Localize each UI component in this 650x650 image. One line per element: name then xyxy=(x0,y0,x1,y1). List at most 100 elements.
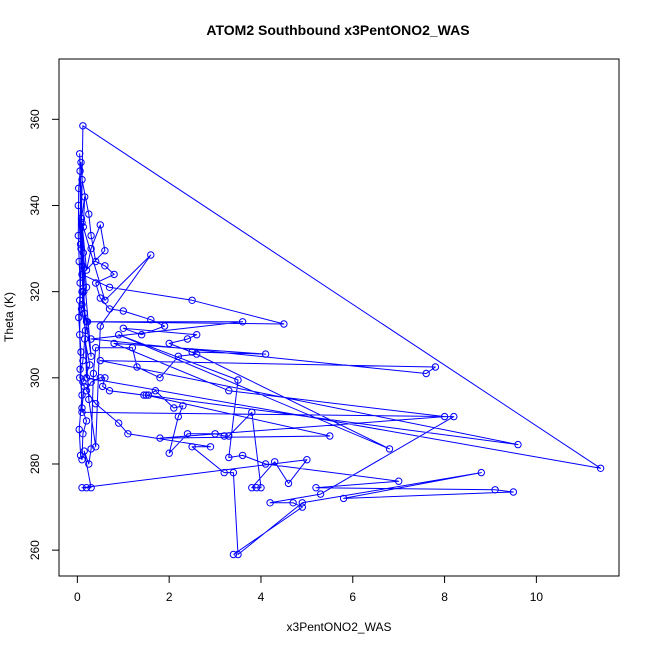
data-point xyxy=(110,339,118,348)
y-tick-label: 300 xyxy=(28,367,42,387)
data-point xyxy=(92,344,100,352)
data-point xyxy=(78,404,86,412)
data-point xyxy=(77,244,85,253)
data-point xyxy=(87,244,95,253)
data-point xyxy=(165,339,173,348)
y-axis: 260 280 300 320 340 360 xyxy=(28,109,59,560)
data-point xyxy=(183,335,192,343)
data-point xyxy=(229,468,238,477)
data-point xyxy=(514,440,522,449)
data-point xyxy=(78,262,87,270)
data-point xyxy=(220,468,228,477)
data-point xyxy=(79,430,87,438)
data-point xyxy=(87,484,95,492)
data-point xyxy=(151,387,160,395)
data-point xyxy=(85,395,93,404)
data-point xyxy=(79,249,88,257)
data-point xyxy=(78,391,86,399)
data-point xyxy=(303,456,311,464)
data-point xyxy=(289,499,297,507)
data-point xyxy=(76,279,84,287)
data-point xyxy=(165,449,173,457)
data-point xyxy=(234,550,242,559)
data-point xyxy=(188,348,196,356)
data-point xyxy=(79,223,88,231)
y-tick-label: 360 xyxy=(28,109,42,129)
data-point xyxy=(119,307,128,315)
data-point xyxy=(101,296,109,304)
data-point xyxy=(105,283,114,291)
y-tick-label: 280 xyxy=(28,454,42,474)
data-point xyxy=(248,484,256,492)
data-point xyxy=(101,262,109,270)
y-axis-label: Theta (K) xyxy=(2,292,16,342)
data-point xyxy=(160,322,169,330)
data-point xyxy=(422,369,430,378)
data-point xyxy=(76,167,84,175)
data-point xyxy=(234,376,242,384)
data-point xyxy=(96,221,105,229)
data-point xyxy=(395,477,403,485)
data-point xyxy=(79,122,87,130)
data-point xyxy=(79,378,87,386)
data-point xyxy=(96,374,105,382)
data-point xyxy=(78,484,86,492)
data-point xyxy=(133,363,141,371)
data-point xyxy=(174,412,183,421)
data-point xyxy=(76,240,85,249)
data-point xyxy=(75,313,83,322)
y-tick-label: 320 xyxy=(28,281,42,301)
data-point xyxy=(193,331,201,339)
data-point xyxy=(89,369,98,378)
data-point xyxy=(75,425,83,434)
data-point xyxy=(87,352,95,360)
data-point xyxy=(298,499,306,507)
data-point xyxy=(137,331,146,339)
data-point xyxy=(86,361,94,369)
data-point xyxy=(174,352,183,360)
data-point xyxy=(142,391,150,399)
data-point xyxy=(81,326,90,335)
data-point xyxy=(147,316,155,324)
x-tick-label: 4 xyxy=(258,590,265,604)
data-point xyxy=(82,417,91,425)
data-point xyxy=(87,231,95,240)
data-point xyxy=(87,378,95,386)
data-point xyxy=(79,356,87,365)
data-point xyxy=(78,219,86,227)
data-point xyxy=(75,184,83,193)
data-point xyxy=(83,318,92,326)
data-point xyxy=(284,479,293,488)
data-point xyxy=(248,408,256,416)
data-point xyxy=(81,193,89,201)
data-point xyxy=(82,484,91,492)
data-point xyxy=(105,305,114,313)
data-point xyxy=(78,270,86,279)
data-point xyxy=(87,445,95,453)
data-point xyxy=(76,296,84,304)
data-point xyxy=(115,331,123,339)
data-point xyxy=(477,468,485,477)
data-point xyxy=(225,453,233,462)
data-point xyxy=(326,432,334,440)
x-axis: 0 2 4 6 8 10 xyxy=(74,576,543,604)
data-point xyxy=(266,499,274,507)
data-point xyxy=(252,484,261,492)
data-point xyxy=(491,486,499,494)
data-point xyxy=(128,344,137,352)
data-point xyxy=(339,494,348,503)
data-point xyxy=(77,348,85,356)
data-point xyxy=(96,356,105,365)
data-point xyxy=(440,412,449,421)
data-point xyxy=(257,484,265,492)
data-point xyxy=(76,365,84,373)
data-point xyxy=(85,210,93,218)
data-point xyxy=(101,374,109,382)
data-point xyxy=(238,318,247,326)
data-point xyxy=(78,175,86,184)
data-point xyxy=(105,387,114,395)
data-point xyxy=(509,488,518,496)
x-tick-label: 8 xyxy=(441,590,448,604)
